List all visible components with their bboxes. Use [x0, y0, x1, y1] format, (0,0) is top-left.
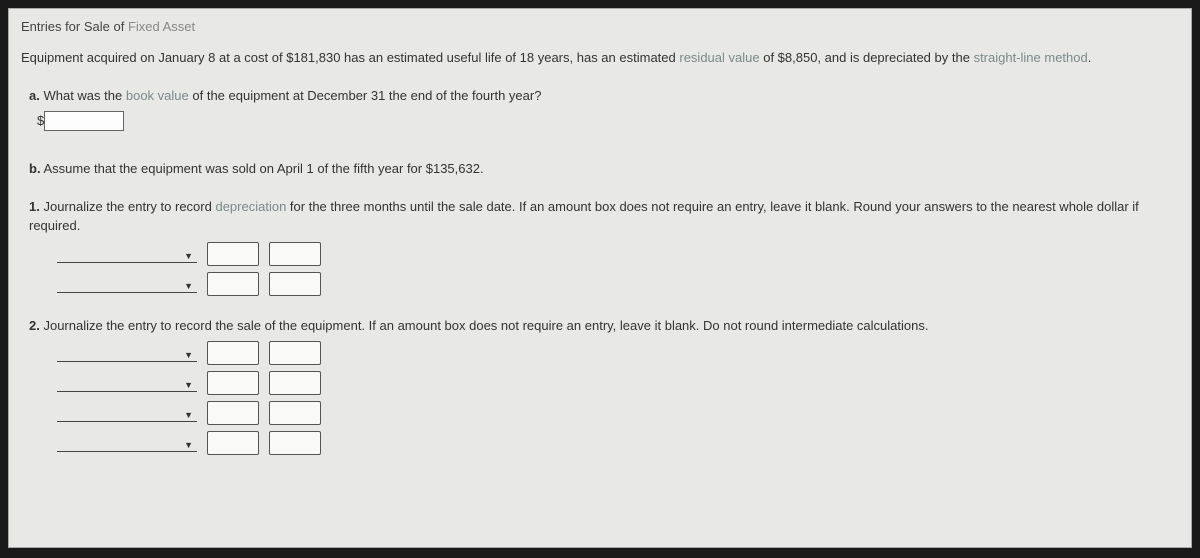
- question-a: a. What was the book value of the equipm…: [21, 86, 1179, 132]
- b1-text1: Journalize the entry to record: [43, 199, 211, 214]
- question-page: Entries for Sale of Fixed Asset Equipmen…: [8, 8, 1192, 548]
- journal-table-2: ▼ ▼ ▼ ▼: [57, 341, 1179, 455]
- a-text1: What was the: [43, 88, 122, 103]
- residual-value-link[interactable]: residual value: [679, 50, 759, 65]
- label-a: a.: [29, 88, 40, 103]
- depreciation-link[interactable]: depreciation: [215, 199, 286, 214]
- title-prefix: Entries for Sale of: [21, 19, 124, 34]
- journal-row: ▼: [57, 272, 1179, 296]
- chevron-down-icon: ▼: [184, 351, 193, 360]
- credit-input[interactable]: [269, 431, 321, 455]
- question-b: b. Assume that the equipment was sold on…: [21, 159, 1179, 179]
- debit-input[interactable]: [207, 242, 259, 266]
- a-text2: of the equipment at December 31 the end …: [192, 88, 541, 103]
- journal-table-1: ▼ ▼: [57, 242, 1179, 296]
- account-dropdown[interactable]: ▼: [57, 374, 197, 392]
- label-b1: 1.: [29, 199, 40, 214]
- chevron-down-icon: ▼: [184, 411, 193, 420]
- debit-input[interactable]: [207, 431, 259, 455]
- b-text: Assume that the equipment was sold on Ap…: [43, 161, 483, 176]
- page-title: Entries for Sale of Fixed Asset: [21, 19, 1179, 34]
- chevron-down-icon: ▼: [184, 381, 193, 390]
- label-b: b.: [29, 161, 41, 176]
- title-link[interactable]: Fixed Asset: [128, 19, 195, 34]
- account-dropdown[interactable]: ▼: [57, 434, 197, 452]
- label-b2: 2.: [29, 318, 40, 333]
- b2-text: Journalize the entry to record the sale …: [43, 318, 928, 333]
- currency-symbol: $: [37, 113, 44, 128]
- journal-row: ▼: [57, 242, 1179, 266]
- book-value-link[interactable]: book value: [126, 88, 189, 103]
- account-dropdown[interactable]: ▼: [57, 404, 197, 422]
- question-b1: 1. Journalize the entry to record deprec…: [21, 197, 1179, 296]
- straight-line-link[interactable]: straight-line method: [974, 50, 1088, 65]
- question-b2: 2. Journalize the entry to record the sa…: [21, 316, 1179, 456]
- journal-row: ▼: [57, 401, 1179, 425]
- account-dropdown[interactable]: ▼: [57, 275, 197, 293]
- chevron-down-icon: ▼: [184, 252, 193, 261]
- debit-input[interactable]: [207, 341, 259, 365]
- journal-row: ▼: [57, 431, 1179, 455]
- account-dropdown[interactable]: ▼: [57, 245, 197, 263]
- credit-input[interactable]: [269, 371, 321, 395]
- intro-period: .: [1088, 50, 1092, 65]
- intro-part1: Equipment acquired on January 8 at a cos…: [21, 50, 676, 65]
- intro-part2: of $8,850, and is depreciated by the: [763, 50, 970, 65]
- account-dropdown[interactable]: ▼: [57, 344, 197, 362]
- credit-input[interactable]: [269, 242, 321, 266]
- debit-input[interactable]: [207, 272, 259, 296]
- intro-text: Equipment acquired on January 8 at a cos…: [21, 48, 1179, 68]
- debit-input[interactable]: [207, 401, 259, 425]
- credit-input[interactable]: [269, 341, 321, 365]
- credit-input[interactable]: [269, 272, 321, 296]
- journal-row: ▼: [57, 371, 1179, 395]
- chevron-down-icon: ▼: [184, 441, 193, 450]
- credit-input[interactable]: [269, 401, 321, 425]
- journal-row: ▼: [57, 341, 1179, 365]
- book-value-input[interactable]: [44, 111, 124, 131]
- debit-input[interactable]: [207, 371, 259, 395]
- chevron-down-icon: ▼: [184, 282, 193, 291]
